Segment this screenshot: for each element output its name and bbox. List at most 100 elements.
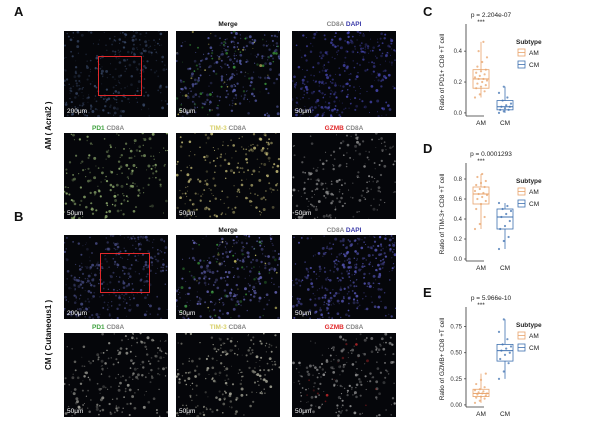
data-point <box>508 351 511 354</box>
data-point <box>483 215 486 219</box>
title-cd8a: CD8A <box>326 21 345 28</box>
y-tick-label: 0.25 <box>450 377 462 383</box>
data-point <box>482 77 485 81</box>
significance-label: *** <box>477 19 485 26</box>
data-point <box>483 90 486 93</box>
data-point <box>506 96 509 99</box>
microscopy-image <box>64 333 168 417</box>
data-point <box>478 399 481 402</box>
image-cm-merge: 50μm <box>176 235 280 319</box>
microscopy-image <box>176 31 280 117</box>
x-tick-label: AM <box>476 265 486 272</box>
y-tick-label: 0.2 <box>454 80 463 86</box>
image-am-pd1: 50μm <box>64 133 168 219</box>
scale-bar-label: 50μm <box>295 210 312 217</box>
data-point <box>505 104 508 107</box>
data-point <box>485 193 489 197</box>
data-point <box>484 372 487 375</box>
data-point <box>502 239 505 243</box>
data-point <box>499 108 502 111</box>
title-cd8a: CD8A <box>106 324 125 331</box>
title-tim3: TIM-3 <box>209 324 227 331</box>
data-point <box>482 191 485 195</box>
scale-bar-label: 50μm <box>295 310 312 317</box>
data-point <box>509 209 513 213</box>
box-plot-gzmb: 0.00 0.25 0.50 0.75 Ratio of GZMB+ CD8 +T ce… <box>439 295 542 418</box>
data-point <box>481 392 484 395</box>
microscopy-image <box>292 31 396 117</box>
y-tick-label: 0.6 <box>454 197 463 203</box>
data-point <box>479 378 483 381</box>
scale-bar-label: 50μm <box>295 108 312 115</box>
p-value-label: p = 0.0001293 <box>470 151 512 158</box>
image-cm-tim3: 50μm <box>176 333 280 417</box>
data-point <box>507 235 510 239</box>
box-cm <box>496 100 514 111</box>
data-point <box>477 391 480 394</box>
legend-label-am: AM <box>529 50 539 57</box>
data-point <box>485 56 489 59</box>
data-point <box>483 185 486 189</box>
data-point <box>475 183 478 187</box>
legend-label-am: AM <box>529 333 539 340</box>
scale-bar-label: 50μm <box>179 408 196 415</box>
title-cd8a: CD8A <box>228 324 247 331</box>
data-point <box>501 99 504 102</box>
x-tick-label: AM <box>476 411 486 418</box>
legend-label-cm: CM <box>529 345 539 352</box>
data-point <box>473 389 477 392</box>
scale-bar-label: 50μm <box>295 408 312 415</box>
panel-letter-c: C <box>423 4 433 19</box>
y-axis-label: Ratio of PD1+ CD8 +T cell <box>439 33 446 110</box>
title-pd1: PD1 <box>92 324 105 331</box>
title-tim3-cd8a-a: TIM-3 CD8A <box>176 125 280 132</box>
data-point <box>497 91 501 94</box>
data-point <box>508 219 511 223</box>
y-tick-label: 0.8 <box>454 177 463 183</box>
significance-label: *** <box>477 158 485 165</box>
title-gzmb: GZMB <box>324 125 344 132</box>
y-tick-label: 0.0 <box>454 257 463 263</box>
scale-bar-label: 50μm <box>179 210 196 217</box>
data-point <box>473 96 477 99</box>
panel-letter-e: E <box>423 285 432 300</box>
chart-e: 0.00 0.25 0.50 0.75 Ratio of GZMB+ CD8 +T ce… <box>428 287 598 429</box>
data-point <box>481 60 484 64</box>
data-point <box>484 199 487 203</box>
scale-bar-label: 200μm <box>67 310 88 317</box>
microscopy-image <box>64 31 168 117</box>
title-cd8a: CD8A <box>326 227 345 234</box>
title-dapi: DAPI <box>345 227 362 234</box>
legend-title: Subtype <box>516 178 542 185</box>
x-tick-label: CM <box>500 411 510 418</box>
image-am-tim3: 50μm <box>176 133 280 219</box>
data-point <box>482 390 485 393</box>
p-value-label: p = 5.966e-10 <box>471 295 512 302</box>
data-point <box>478 187 481 191</box>
legend-title: Subtype <box>516 322 542 329</box>
microscopy-image <box>64 133 168 219</box>
roi-box <box>98 56 142 96</box>
scale-bar-label: 50μm <box>179 108 196 115</box>
data-point <box>501 207 504 211</box>
title-cd8a: CD8A <box>228 125 247 132</box>
y-tick-label: 0.00 <box>450 403 462 409</box>
data-point <box>475 207 478 211</box>
data-point <box>475 396 478 399</box>
scale-bar-label: 200μm <box>67 108 88 115</box>
image-cm-gzmb: 50μm <box>292 333 396 417</box>
microscopy-image <box>176 333 280 417</box>
microscopy-image <box>176 133 280 219</box>
data-point <box>478 222 481 226</box>
data-point <box>473 189 477 193</box>
legend-title: Subtype <box>516 39 542 46</box>
data-point <box>478 388 481 391</box>
title-pd1-cd8a-a: PD1 CD8A <box>64 125 168 132</box>
data-point <box>508 105 511 108</box>
image-am-merge: 50μm <box>176 31 280 117</box>
data-point <box>503 107 507 110</box>
microscopy-image <box>292 235 396 319</box>
box-cm <box>496 343 514 362</box>
data-point <box>500 105 503 108</box>
title-dapi: DAPI <box>345 21 362 28</box>
